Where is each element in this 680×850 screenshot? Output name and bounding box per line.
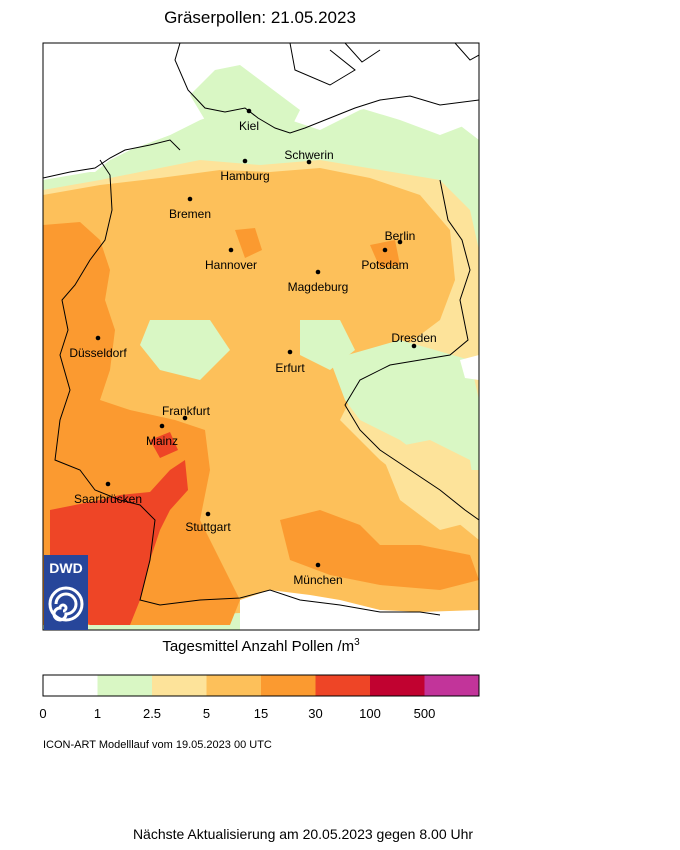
city-label: Saarbrücken: [74, 492, 142, 506]
city-label: Mainz: [146, 434, 178, 448]
city-dot: [205, 511, 211, 517]
city-dot: [411, 343, 417, 349]
next-update-info: Nächste Aktualisierung am 20.05.2023 geg…: [132, 826, 474, 842]
city-label: Berlin: [385, 229, 416, 243]
city-bremen: Bremen: [169, 196, 211, 221]
city-dot: [246, 108, 252, 114]
city-label: Magdeburg: [288, 280, 349, 294]
legend-tick-label: 15: [253, 706, 269, 721]
city-dot: [159, 423, 165, 429]
legend-tick-label: 500: [413, 706, 436, 721]
spiral-icon: [48, 586, 84, 622]
legend-tick-label: 100: [359, 706, 381, 721]
city-label: Frankfurt: [162, 404, 211, 418]
legend-title: Tagesmittel Anzahl Pollen /m3: [162, 637, 360, 655]
legend-tick-label: 0: [39, 706, 47, 721]
map-title: Gräserpollen: 21.05.2023: [164, 8, 356, 27]
city-label: Potsdam: [361, 258, 408, 272]
city-label: Hannover: [205, 258, 257, 272]
city-dot: [382, 247, 388, 253]
city-saarbrücken: Saarbrücken: [74, 481, 142, 506]
legend-tick-label: 1: [93, 706, 102, 721]
city-dot: [242, 158, 248, 164]
city-label: Hamburg: [220, 169, 269, 183]
dwd-logo: DWD: [44, 555, 88, 630]
city-dot: [95, 335, 101, 341]
city-dot: [315, 562, 321, 568]
city-dot: [315, 269, 321, 275]
city-hannover: Hannover: [205, 247, 257, 272]
city-münchen: München: [293, 562, 343, 587]
city-potsdam: Potsdam: [361, 247, 409, 272]
city-magdeburg: Magdeburg: [288, 269, 349, 294]
city-hamburg: Hamburg: [220, 158, 270, 183]
city-dot: [187, 196, 193, 202]
city-dot: [105, 481, 111, 487]
city-label: Stuttgart: [185, 520, 231, 534]
city-label: Kiel: [239, 119, 259, 133]
city-label: Bremen: [169, 207, 211, 221]
city-düsseldorf: Düsseldorf: [69, 335, 127, 360]
city-label: München: [293, 573, 342, 587]
city-berlin: Berlin: [385, 229, 416, 245]
city-label: Dresden: [391, 331, 436, 345]
city-label: Düsseldorf: [69, 346, 127, 360]
city-dot: [397, 239, 403, 245]
city-dot: [228, 247, 234, 253]
city-label: Erfurt: [275, 361, 305, 375]
city-markers: Kiel Hamburg Schwerin Bremen Berlin Potsdam Ha…: [69, 108, 437, 587]
city-dot: [287, 349, 293, 355]
city-schwerin: Schwerin: [284, 148, 334, 165]
city-mainz: Mainz: [146, 423, 178, 448]
legend-tick-label: 5: [202, 706, 211, 721]
city-dot: [306, 159, 312, 165]
city-dresden: Dresden: [391, 331, 437, 349]
city-kiel: Kiel: [239, 108, 259, 133]
city-erfurt: Erfurt: [275, 349, 305, 375]
city-dot: [182, 415, 188, 421]
city-frankfurt: Frankfurt: [162, 404, 211, 421]
legend-tick-label: 30: [308, 706, 323, 721]
dwd-logo-text: DWD: [49, 560, 82, 576]
city-stuttgart: Stuttgart: [185, 511, 231, 534]
model-run-info: ICON-ART Modelllauf vom 19.05.2023 00 UT…: [43, 739, 272, 751]
legend-tick-label: 2.5: [142, 706, 162, 721]
city-label: Schwerin: [284, 148, 333, 162]
